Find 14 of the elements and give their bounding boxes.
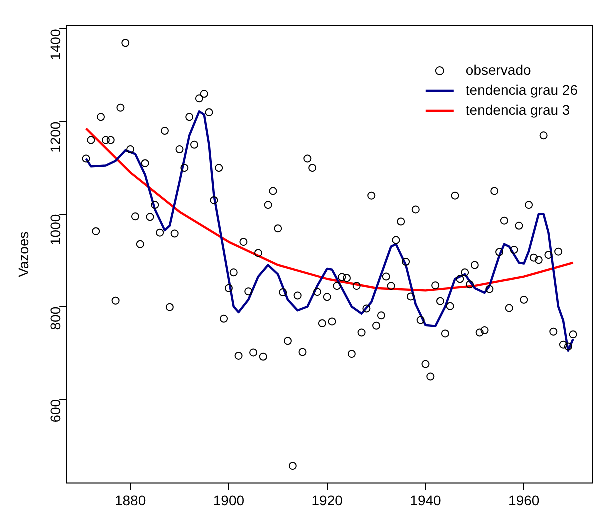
x-tick-label: 1900 bbox=[213, 492, 245, 508]
x-tick-label: 1960 bbox=[508, 492, 540, 508]
x-tick-label: 1940 bbox=[410, 492, 442, 508]
y-tick-label: 1400 bbox=[47, 29, 64, 60]
y-axis-title: Vazoes bbox=[15, 232, 32, 278]
y-tick-label: 800 bbox=[47, 306, 64, 330]
legend-label: observado bbox=[466, 62, 532, 78]
legend-label: tendencia grau 26 bbox=[466, 82, 578, 98]
legend-label: tendencia grau 3 bbox=[466, 102, 570, 118]
x-tick-label: 1880 bbox=[114, 492, 146, 508]
y-tick-label: 600 bbox=[47, 399, 64, 423]
y-tick-label: 1200 bbox=[47, 122, 64, 153]
x-tick-label: 1920 bbox=[312, 492, 344, 508]
y-tick-label: 1000 bbox=[47, 214, 64, 246]
